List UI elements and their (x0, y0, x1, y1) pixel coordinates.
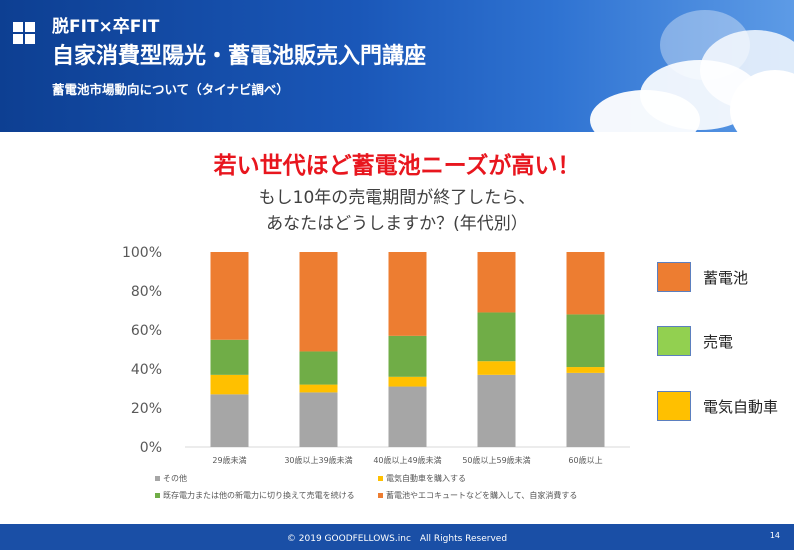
side-legend-item-sell: 売電 (657, 326, 733, 356)
header-title-line1: 脱FIT×卒FIT (52, 17, 160, 37)
bar-segment (477, 252, 516, 313)
x-tick-label: 50歳以上59歳未満 (462, 455, 530, 465)
y-tick-label: 80% (131, 284, 162, 300)
bar-segment (477, 312, 516, 362)
y-tick-label: 100% (122, 245, 162, 261)
legend-marker (155, 476, 160, 481)
legend-text: その他 (163, 474, 187, 483)
legend-text: 既存電力または他の新電力に切り換えて売電を続ける (163, 491, 355, 500)
legend-marker (378, 476, 383, 481)
bar-segment (210, 339, 249, 375)
side-legend-item-storage: 蓄電池 (657, 262, 748, 292)
bar-segment (299, 351, 338, 385)
bar-segment (477, 361, 516, 375)
bar-segment (388, 376, 427, 387)
x-tick-label: 40歳以上49歳未満 (373, 455, 441, 465)
copyright-text: © 2019 GOODFELLOWS.inc All Rights Reserv… (286, 534, 508, 544)
bar-segment (566, 252, 605, 315)
y-tick-label: 0% (140, 440, 162, 456)
legend-text: 電気自動車を購入する (386, 474, 466, 483)
header-title-line2: 自家消費型陽光・蓄電池販売入門講座 (52, 44, 427, 69)
chart-legend-ev: 電気自動車を購入する (378, 473, 466, 484)
legend-marker (378, 493, 383, 498)
bar-segment (566, 367, 605, 373)
legend-label: 蓄電池 (703, 268, 749, 287)
y-tick-label: 20% (131, 401, 162, 417)
bar-segment (388, 386, 427, 447)
y-tick-label: 60% (131, 323, 162, 339)
legend-text: 蓄電池やエコキュートなどを購入して、自家消費する (386, 491, 578, 500)
bar-segment (388, 252, 427, 336)
bar-segment (477, 374, 516, 447)
legend-marker (155, 493, 160, 498)
header-banner: 脱FIT×卒FIT 自家消費型陽光・蓄電池販売入門講座 蓄電池市場動向について（… (0, 0, 794, 132)
legend-swatch (657, 262, 691, 292)
cloud-shape (590, 90, 700, 132)
chart-question-line1: もし10年の売電期間が終了したら、 (258, 188, 536, 208)
legend-label: 電気自動車 (703, 397, 779, 416)
bar-segment (210, 252, 249, 340)
legend-label: 売電 (703, 332, 734, 351)
y-tick-label: 40% (131, 362, 162, 378)
bar-segment (566, 372, 605, 447)
bar-segment (299, 384, 338, 393)
side-legend-item-ev: 電気自動車 (657, 391, 778, 421)
legend-swatch (657, 391, 691, 421)
bar-segment (299, 252, 338, 352)
bar-segment (566, 314, 605, 368)
headline: 若い世代ほど蓄電池ニーズが高い！ (213, 153, 581, 179)
grid-logo-icon (13, 22, 35, 44)
x-tick-label: 60歳以上 (568, 455, 602, 465)
footer-bar: © 2019 GOODFELLOWS.inc All Rights Reserv… (0, 524, 794, 550)
bar-segment (210, 394, 249, 447)
bar-segment (299, 392, 338, 447)
chart-question-line2: あなたはどうしますか？(年代別） (266, 214, 528, 234)
x-tick-label: 29歳未満 (212, 455, 246, 465)
legend-swatch (657, 326, 691, 356)
bar-segment (388, 335, 427, 377)
chart-legend-sell: 既存電力または他の新電力に切り換えて売電を続ける (155, 490, 355, 501)
chart-legend-storage: 蓄電池やエコキュートなどを購入して、自家消費する (378, 490, 577, 501)
page-number: 14 (769, 531, 780, 540)
header-subtitle: 蓄電池市場動向について（タイナビ調べ） (52, 82, 289, 97)
x-tick-label: 30歳以上39歳未満 (284, 455, 352, 465)
chart-legend-other: その他 (155, 473, 187, 484)
bar-segment (210, 374, 249, 395)
